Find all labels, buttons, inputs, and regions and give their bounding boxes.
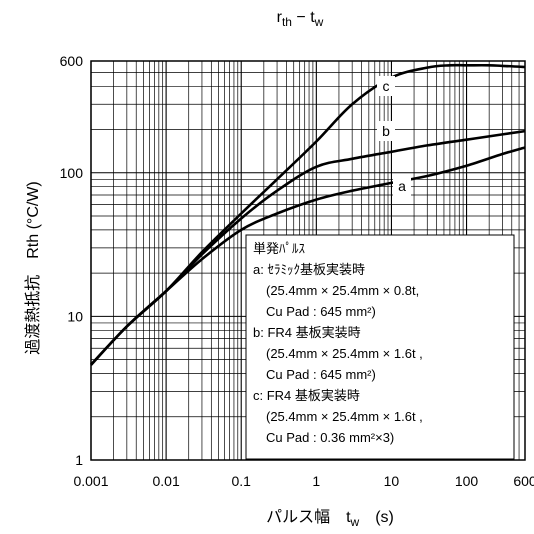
x-tick-label: 0.1: [231, 473, 251, 489]
legend-line-4: b: FR4 基板実装時: [253, 325, 361, 340]
legend-line-7: c: FR4 基板実装時: [253, 388, 360, 403]
curve-label-bg-a: [393, 176, 411, 196]
y-tick-label: 10: [67, 308, 83, 324]
curve-label-c: c: [383, 78, 390, 94]
legend-line-3: Cu Pad : 645 mm²): [266, 304, 376, 319]
curves: [90, 63, 526, 366]
legend-line-8: (25.4mm × 25.4mm × 1.6t ,: [266, 409, 423, 424]
legend-line-5: (25.4mm × 25.4mm × 1.6t ,: [266, 346, 423, 361]
plot-frame: [90, 60, 526, 461]
curve-label-bg-b: [377, 121, 395, 141]
y-axis-ticks: 1 10 100 600: [60, 53, 84, 468]
x-tick-label: 10: [384, 473, 400, 489]
legend-title: 単発ﾊﾟﾙｽ: [253, 241, 306, 256]
x-axis-ticks: 0.001 0.01 0.1 1 10 100 600: [73, 473, 534, 489]
x-tick-label: 100: [455, 473, 479, 489]
series-line-c: [90, 63, 526, 366]
curve-labels: a b c: [377, 76, 411, 196]
legend-line-2: (25.4mm × 25.4mm × 0.8t,: [266, 283, 419, 298]
x-tick-label: 600: [513, 473, 534, 489]
legend-line-9: Cu Pad : 0.36 mm²×3): [266, 430, 394, 445]
y-tick-label: 100: [60, 165, 84, 181]
chart-title: rth − tw: [277, 9, 324, 29]
y-axis-label: 過渡熱抵抗 Rth (°C/W): [24, 181, 42, 355]
x-tick-label: 0.01: [152, 473, 179, 489]
legend-box: 単発ﾊﾟﾙｽ a: ｾﾗﾐｯｸ基板実装時 (25.4mm × 25.4mm × …: [245, 234, 515, 460]
curve-label-a: a: [398, 178, 406, 194]
legend-line-6: Cu Pad : 645 mm²): [266, 367, 376, 382]
x-axis-label: パルス幅 tw (s): [266, 508, 394, 529]
curve-label-bg-c: [377, 76, 395, 96]
curve-label-b: b: [382, 123, 390, 139]
x-tick-label: 1: [312, 473, 320, 489]
legend-line-1: a: ｾﾗﾐｯｸ基板実装時: [253, 262, 365, 277]
x-tick-label: 0.001: [73, 473, 108, 489]
y-tick-label: 1: [75, 452, 83, 468]
y-tick-label: 600: [60, 53, 84, 69]
